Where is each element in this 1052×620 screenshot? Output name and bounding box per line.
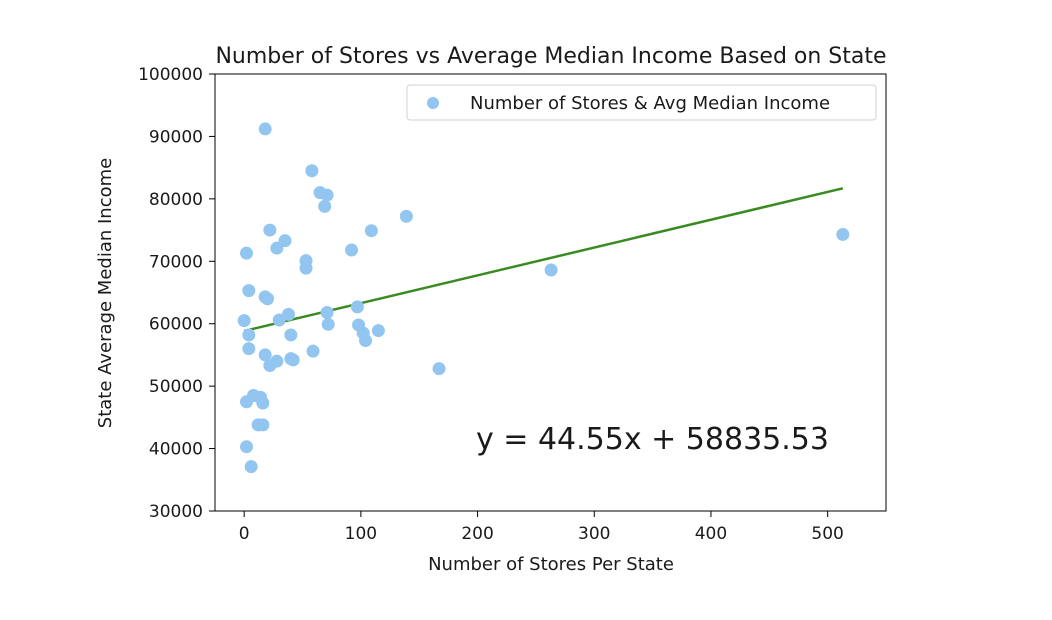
data-point <box>258 348 272 362</box>
y-tick-label: 100000 <box>138 65 203 85</box>
data-point <box>318 199 332 213</box>
x-tick-label: 500 <box>811 524 843 544</box>
data-point <box>345 243 359 257</box>
chart-title: Number of Stores vs Average Median Incom… <box>215 44 886 69</box>
y-tick-label: 30000 <box>149 502 203 522</box>
legend-box <box>406 84 877 121</box>
regression-line <box>243 187 844 333</box>
y-tick-label: 80000 <box>149 190 203 210</box>
data-point <box>242 284 256 298</box>
data-point <box>299 261 313 275</box>
data-point <box>350 300 364 314</box>
regression-equation: y = 44.55x + 58835.53 <box>476 422 829 457</box>
data-point <box>240 395 254 409</box>
data-point <box>359 334 373 348</box>
data-point <box>261 292 275 306</box>
data-point <box>320 188 334 202</box>
x-axis-ticks: 0 100 200 300 400 500 <box>239 511 844 544</box>
data-point <box>306 344 320 358</box>
data-point <box>544 263 558 277</box>
plot-frame <box>214 73 887 512</box>
data-point <box>399 209 413 223</box>
y-tick-label: 90000 <box>149 127 203 147</box>
data-point <box>284 328 298 342</box>
data-point <box>240 246 254 260</box>
data-point <box>272 313 286 327</box>
data-point <box>256 396 270 410</box>
data-point <box>321 317 335 331</box>
data-point <box>263 359 277 373</box>
scatter-points <box>237 122 850 474</box>
data-point <box>282 307 296 321</box>
data-point <box>371 324 385 338</box>
y-tick-label: 40000 <box>149 440 203 460</box>
data-point <box>432 362 446 376</box>
x-tick-label: 300 <box>578 524 610 544</box>
y-axis-label: State Average Median Income <box>95 158 116 428</box>
data-point <box>242 328 256 342</box>
y-tick-label: 60000 <box>149 315 203 335</box>
x-axis-label: Number of Stores Per State <box>428 554 674 575</box>
data-point <box>320 305 334 319</box>
data-point <box>286 353 300 367</box>
y-tick-label: 50000 <box>149 377 203 397</box>
x-tick-label: 400 <box>695 524 727 544</box>
data-point <box>244 460 258 474</box>
legend-label: Number of Stores & Avg Median Income <box>470 93 830 114</box>
x-tick-label: 0 <box>239 524 250 544</box>
data-point <box>263 223 277 237</box>
y-axis-ticks: 30000 40000 50000 60000 70000 80000 90000 10000… <box>138 65 215 522</box>
data-point <box>270 241 284 255</box>
data-point <box>242 342 256 356</box>
data-point <box>836 227 850 241</box>
data-point <box>237 314 251 328</box>
data-point <box>258 122 272 136</box>
data-point <box>240 440 254 454</box>
regression-layer <box>243 187 844 333</box>
x-tick-label: 200 <box>461 524 493 544</box>
data-point <box>364 224 378 238</box>
x-tick-label: 100 <box>345 524 377 544</box>
legend-marker <box>427 97 439 109</box>
y-tick-label: 70000 <box>149 252 203 272</box>
data-point <box>305 164 319 178</box>
data-point <box>256 418 270 432</box>
legend: Number of Stores & Avg Median Income <box>406 84 877 121</box>
